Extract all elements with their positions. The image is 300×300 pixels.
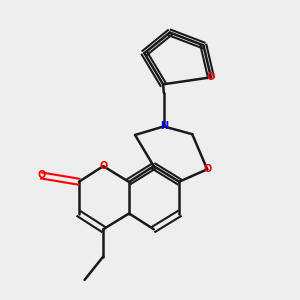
Text: O: O <box>207 72 215 82</box>
Text: O: O <box>99 161 107 171</box>
Text: N: N <box>160 122 168 131</box>
Text: O: O <box>203 164 211 174</box>
Text: O: O <box>38 170 46 181</box>
